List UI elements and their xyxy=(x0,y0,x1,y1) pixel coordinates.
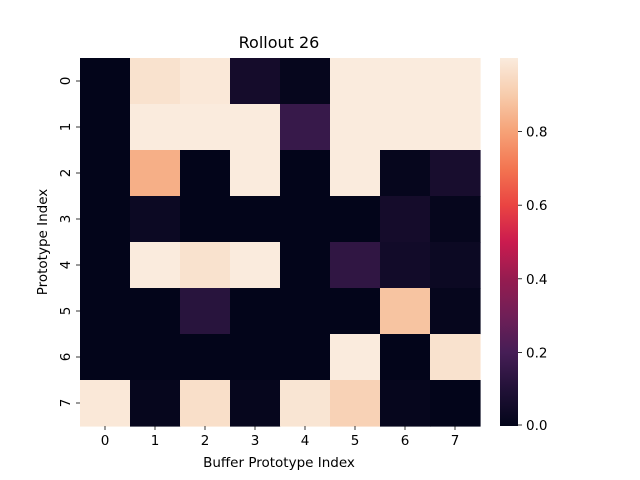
y-axis-label: Prototype Index xyxy=(35,189,51,296)
colorbar xyxy=(500,58,518,426)
x-axis: 0 1 2 3 4 5 6 7 xyxy=(101,426,460,449)
y-tick-label: 6 xyxy=(58,353,74,362)
heatmap-cell xyxy=(430,104,481,151)
heatmap-cell xyxy=(280,334,331,381)
heatmap-cell xyxy=(80,242,131,289)
y-tick-label: 2 xyxy=(58,169,74,178)
heatmap-cell xyxy=(80,150,131,197)
x-tick-label: 2 xyxy=(201,433,210,449)
heatmap-cell xyxy=(80,334,131,381)
colorbar-tick-label: 0.4 xyxy=(526,272,547,288)
x-tick-label: 7 xyxy=(451,433,460,449)
heatmap-cell xyxy=(430,150,481,197)
colorbar-axis: 0.0 0.2 0.4 0.6 0.8 xyxy=(518,125,547,434)
x-tick-label: 1 xyxy=(151,433,160,449)
heatmap-cell xyxy=(430,58,481,105)
heatmap-cell xyxy=(80,196,131,243)
heatmap-cell xyxy=(380,58,431,105)
heatmap-cell xyxy=(330,196,381,243)
heatmap-cell xyxy=(430,242,481,289)
y-tick-label: 5 xyxy=(58,307,74,316)
heatmap-cell xyxy=(230,242,281,289)
y-tick-label: 3 xyxy=(58,215,74,224)
colorbar-tick-label: 0.6 xyxy=(526,198,547,214)
heatmap-cell xyxy=(180,196,231,243)
y-axis: 0 1 2 3 4 5 6 7 xyxy=(58,77,80,408)
heatmap-cell xyxy=(230,150,281,197)
y-tick-label: 7 xyxy=(58,399,74,408)
heatmap-cell xyxy=(180,288,231,335)
heatmap-cell xyxy=(380,288,431,335)
heatmap-cell xyxy=(280,242,331,289)
heatmap-cell xyxy=(330,104,381,151)
heatmap-cell xyxy=(380,380,431,427)
heatmap-cell xyxy=(380,196,431,243)
x-tick-label: 4 xyxy=(301,433,310,449)
heatmap-cell xyxy=(230,288,281,335)
heatmap-cell xyxy=(230,334,281,381)
heatmap-cell xyxy=(130,104,181,151)
heatmap-cell xyxy=(130,380,181,427)
heatmap-cell xyxy=(130,242,181,289)
heatmap-cell xyxy=(330,150,381,197)
heatmap-cell xyxy=(280,288,331,335)
x-tick-label: 3 xyxy=(251,433,260,449)
heatmap-cell xyxy=(330,58,381,105)
heatmap-cell xyxy=(280,380,331,427)
heatmap-cell xyxy=(80,380,131,427)
heatmap-cell xyxy=(430,380,481,427)
heatmap-cell xyxy=(430,196,481,243)
y-tick-label: 0 xyxy=(58,77,74,86)
x-tick-label: 0 xyxy=(101,433,110,449)
colorbar-tick-label: 0.2 xyxy=(526,345,547,361)
heatmap-cell xyxy=(80,288,131,335)
heatmap-cells xyxy=(80,58,481,427)
heatmap-cell xyxy=(280,196,331,243)
heatmap-cell xyxy=(230,58,281,105)
heatmap-cell xyxy=(80,58,131,105)
heatmap-cell xyxy=(380,104,431,151)
y-tick-label: 1 xyxy=(58,123,74,132)
heatmap-cell xyxy=(180,58,231,105)
y-tick-label: 4 xyxy=(58,261,74,270)
heatmap-cell xyxy=(180,150,231,197)
heatmap-cell xyxy=(380,242,431,289)
heatmap-cell xyxy=(130,288,181,335)
heatmap-cell xyxy=(80,104,131,151)
heatmap-cell xyxy=(180,104,231,151)
heatmap-cell xyxy=(380,150,431,197)
x-tick-label: 6 xyxy=(401,433,410,449)
heatmap-cell xyxy=(230,196,281,243)
heatmap-cell xyxy=(230,380,281,427)
chart-title: Rollout 26 xyxy=(239,33,320,52)
heatmap-cell xyxy=(130,58,181,105)
heatmap-cell xyxy=(280,104,331,151)
heatmap-cell xyxy=(330,242,381,289)
heatmap-cell xyxy=(330,380,381,427)
colorbar-tick-label: 0.8 xyxy=(526,125,547,141)
heatmap-cell xyxy=(130,334,181,381)
heatmap-cell xyxy=(230,104,281,151)
colorbar-tick-label: 0.0 xyxy=(526,418,547,434)
heatmap-cell xyxy=(180,380,231,427)
heatmap-cell xyxy=(280,58,331,105)
heatmap-cell xyxy=(180,334,231,381)
heatmap-cell xyxy=(330,334,381,381)
heatmap-cell xyxy=(380,334,431,381)
x-axis-label: Buffer Prototype Index xyxy=(203,455,355,471)
heatmap-cell xyxy=(430,288,481,335)
heatmap-cell xyxy=(130,150,181,197)
x-tick-label: 5 xyxy=(351,433,360,449)
heatmap-cell xyxy=(330,288,381,335)
heatmap-cell xyxy=(280,150,331,197)
heatmap-cell xyxy=(180,242,231,289)
heatmap-cell xyxy=(130,196,181,243)
heatmap-cell xyxy=(430,334,481,381)
